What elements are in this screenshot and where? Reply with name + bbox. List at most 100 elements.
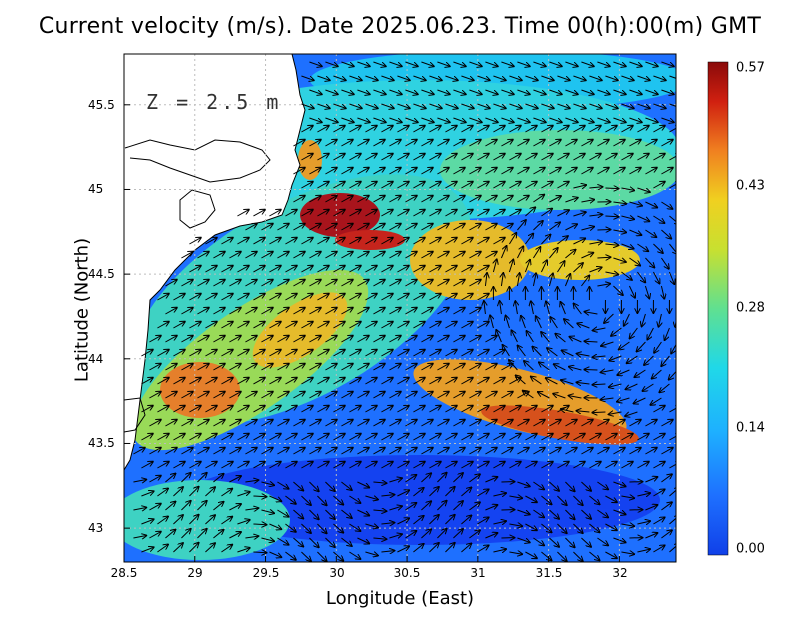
velocity-arrow (189, 406, 200, 413)
velocity-arrow (277, 420, 288, 427)
velocity-arrow (685, 244, 692, 255)
velocity-arrow (413, 294, 424, 301)
velocity-arrow (546, 302, 549, 315)
velocity-arrow (333, 154, 344, 161)
velocity-arrow (645, 89, 657, 94)
velocity-arrow (381, 154, 392, 161)
velocity-arrow (205, 406, 216, 413)
velocity-arrow (213, 308, 224, 315)
velocity-arrow (653, 434, 664, 441)
velocity-arrow (437, 448, 448, 455)
velocity-arrow (173, 350, 184, 357)
velocity-arrow (245, 364, 256, 371)
velocity-arrow (365, 524, 377, 528)
tick-marks (123, 104, 620, 562)
velocity-arrow (593, 328, 606, 331)
velocity-arrow (325, 392, 336, 399)
velocity-arrow (685, 104, 697, 108)
velocity-arrow (669, 544, 676, 553)
velocity-arrow (509, 360, 518, 371)
velocity-arrow (453, 364, 464, 371)
velocity-arrow (561, 302, 566, 315)
velocity-arrow (349, 434, 360, 441)
velocity-arrow (269, 434, 280, 441)
velocity-arrow (477, 266, 488, 273)
velocity-arrow (157, 378, 168, 385)
velocity-arrow (637, 215, 649, 221)
velocity-arrow (421, 252, 432, 259)
velocity-arrow (349, 551, 360, 559)
velocity-arrow (539, 362, 550, 371)
velocity-arrow (501, 89, 513, 94)
velocity-arrow (557, 210, 569, 217)
velocity-arrow (309, 89, 321, 94)
velocity-arrow (421, 196, 432, 203)
velocity-arrow (357, 448, 368, 455)
velocity-arrow (149, 448, 160, 455)
velocity-arrow (413, 266, 424, 273)
velocity-arrow (237, 322, 248, 329)
velocity-arrow (357, 89, 369, 94)
velocity-arrow (671, 343, 676, 353)
velocity-arrow (597, 230, 610, 231)
velocity-arrow (445, 182, 456, 189)
velocity-arrow (533, 537, 544, 545)
velocity-arrow (133, 536, 146, 539)
velocity-arrow (597, 448, 608, 455)
velocity-arrow (349, 294, 360, 301)
velocity-arrow (589, 103, 601, 108)
velocity-arrow (564, 319, 574, 329)
velocity-arrow (181, 252, 192, 259)
velocity-arrow (681, 328, 685, 340)
velocity-arrow (653, 126, 664, 133)
velocity-arrow (541, 434, 552, 441)
velocity-arrow (133, 508, 146, 511)
velocity-arrow (461, 182, 472, 189)
velocity-arrow (677, 501, 686, 510)
velocity-arrow (365, 462, 376, 469)
velocity-arrow (469, 336, 480, 343)
velocity-arrow (373, 482, 386, 483)
colorbar-tick-label: 0.28 (736, 300, 765, 316)
velocity-arrow (261, 448, 272, 455)
velocity-arrow (173, 434, 184, 441)
velocity-arrow (561, 380, 574, 385)
velocity-arrow (181, 280, 192, 287)
velocity-arrow (261, 280, 272, 287)
velocity-arrow (685, 406, 696, 412)
velocity-arrow (533, 221, 542, 231)
velocity-arrow (205, 515, 215, 525)
velocity-arrow (589, 242, 602, 244)
velocity-arrow (549, 168, 560, 175)
velocity-arrow (541, 209, 552, 217)
velocity-arrow (677, 473, 686, 482)
velocity-arrow (309, 196, 320, 203)
velocity-arrow (197, 364, 208, 371)
colorbar (707, 61, 729, 556)
velocity-arrow (509, 182, 520, 189)
velocity-arrow (189, 434, 200, 441)
velocity-arrow (565, 198, 577, 203)
colorbar-tick-label: 0.14 (736, 420, 765, 436)
velocity-arrow (333, 378, 344, 385)
velocity-arrow (626, 383, 638, 389)
velocity-arrow (445, 515, 454, 525)
velocity-arrow (581, 481, 591, 491)
velocity-arrow (517, 220, 525, 231)
velocity-arrow (557, 551, 566, 561)
velocity-arrow (381, 322, 392, 329)
velocity-arrow (397, 518, 409, 525)
velocity-arrow (389, 420, 400, 427)
velocity-arrow (605, 126, 616, 133)
velocity-arrow (557, 434, 568, 441)
velocity-arrow (165, 420, 176, 427)
velocity-arrow (503, 345, 510, 357)
velocity-arrow (293, 481, 303, 491)
velocity-arrow (584, 370, 598, 371)
velocity-arrow (293, 364, 304, 371)
velocity-arrow (269, 523, 281, 529)
velocity-arrow (381, 462, 392, 469)
velocity-arrow (445, 434, 456, 441)
velocity-arrow (525, 182, 536, 189)
velocity-arrow (229, 532, 241, 539)
